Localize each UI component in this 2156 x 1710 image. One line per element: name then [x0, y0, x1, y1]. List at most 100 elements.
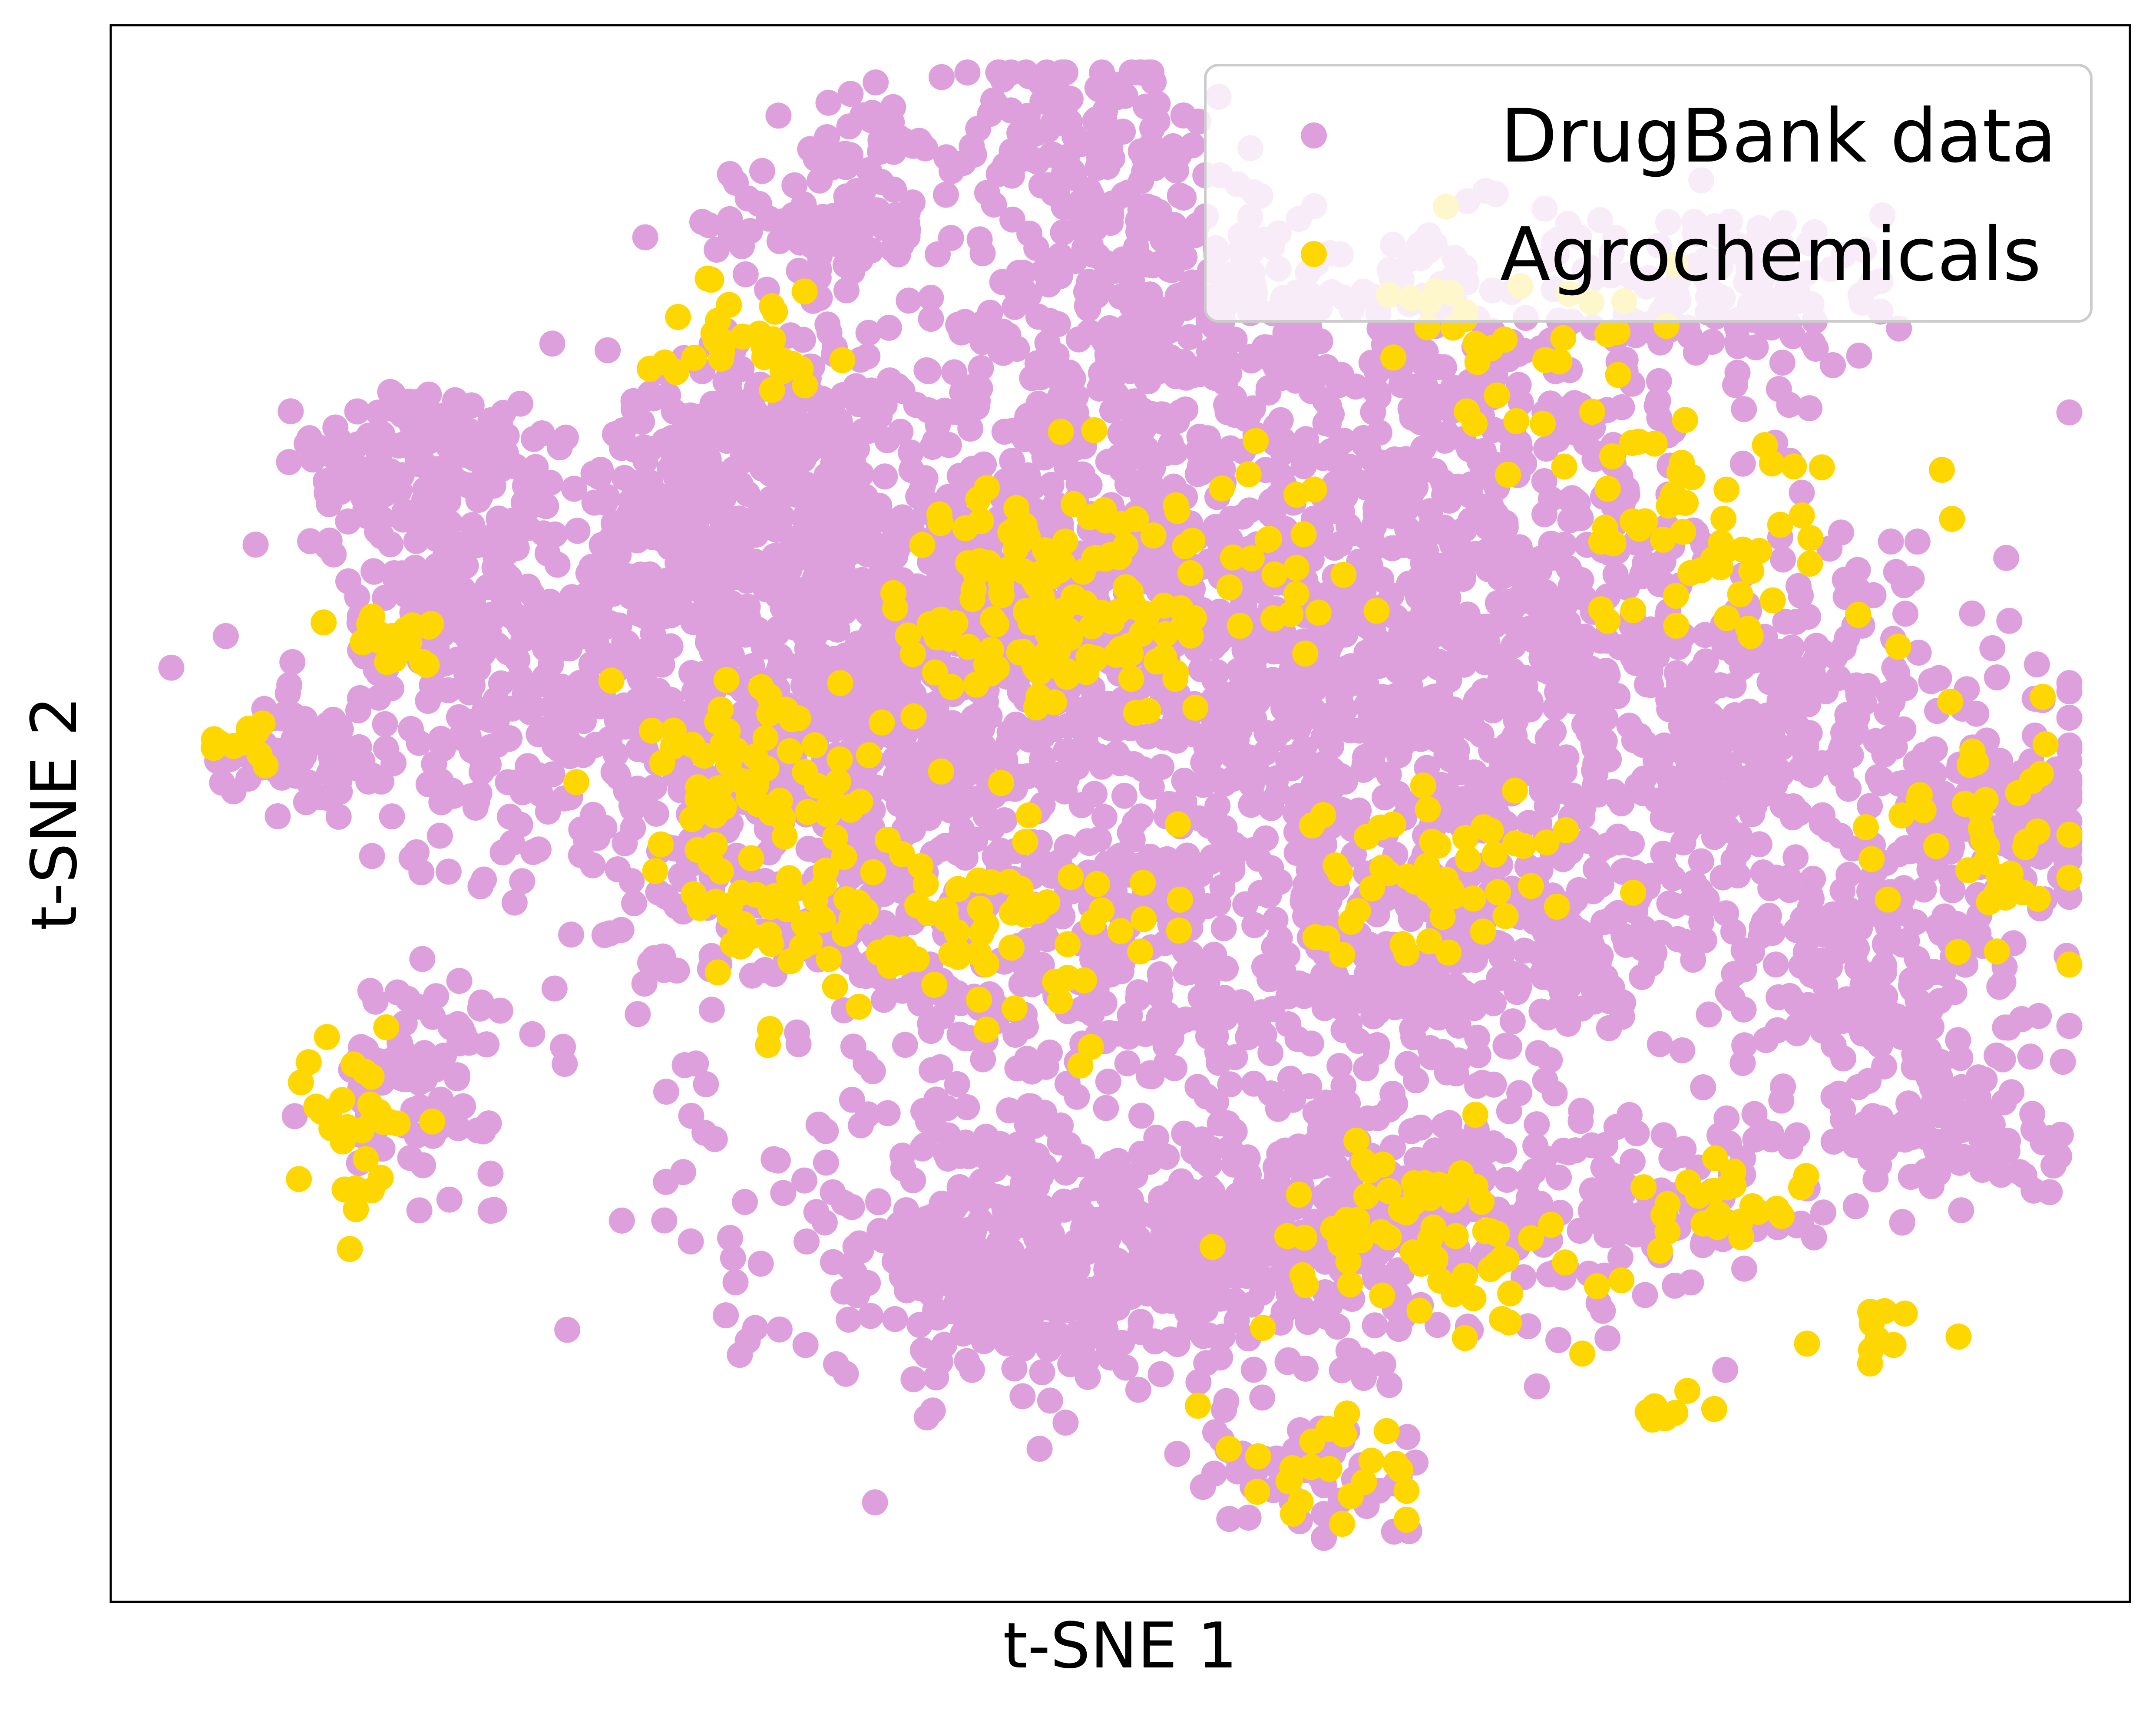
scatter-point [1891, 572, 1917, 598]
scatter-point [1111, 782, 1138, 809]
scatter-point [842, 693, 868, 719]
scatter-point [1020, 146, 1046, 173]
scatter-point [1193, 735, 1220, 761]
scatter-point [1210, 915, 1237, 941]
scatter-point [1394, 1051, 1421, 1077]
scatter-point [360, 558, 387, 584]
scatter-point [265, 803, 291, 829]
scatter-point [1857, 1145, 1884, 1172]
scatter-point [1213, 955, 1239, 982]
scatter-point [1691, 927, 1717, 954]
scatter-point [1828, 519, 1854, 546]
scatter-point [1364, 1105, 1391, 1131]
scatter-point [1835, 862, 1862, 888]
scatter-point [477, 1160, 504, 1187]
scatter-point [1293, 1355, 1319, 1382]
scatter-point [998, 97, 1024, 124]
scatter-point [1075, 1364, 1101, 1390]
scatter-point [1787, 723, 1813, 749]
scatter-point [1945, 1143, 1972, 1169]
scatter-point [384, 979, 411, 1006]
scatter-point [541, 975, 568, 1002]
scatter-point [1868, 770, 1894, 796]
scatter-point [1604, 683, 1631, 709]
scatter-point [1107, 420, 1134, 447]
scatter-point [657, 693, 683, 719]
scatter-point [1566, 421, 1593, 448]
scatter-point [495, 639, 521, 666]
scatter-point [1164, 1441, 1190, 1467]
scatter-point [620, 396, 647, 422]
scatter-point [335, 436, 361, 463]
scatter-point [552, 741, 579, 767]
scatter-point [1638, 672, 1664, 698]
scatter-point [833, 495, 860, 522]
scatter-point [2056, 678, 2083, 705]
scatter-point [1310, 1300, 1336, 1327]
scatter-point [831, 598, 858, 625]
scatter-point [2024, 651, 2050, 678]
scatter-point [1534, 726, 1561, 752]
scatter-point [460, 631, 486, 657]
scatter-point [1830, 720, 1856, 746]
scatter-point [372, 711, 398, 737]
scatter-point [982, 809, 1009, 836]
scatter-point [1524, 1373, 1550, 1400]
scatter-point [618, 868, 645, 895]
scatter-point [1776, 392, 1802, 418]
scatter-point [1173, 1006, 1199, 1033]
scatter-point [1669, 1037, 1696, 1063]
scatter-point [1702, 790, 1728, 816]
scatter-point [1696, 1001, 1722, 1028]
scatter-point [1086, 149, 1113, 175]
scatter-point [962, 826, 989, 853]
scatter-point [820, 450, 847, 477]
scatter-point [1158, 430, 1184, 457]
scatter-point [1059, 158, 1085, 184]
scatter-point [867, 392, 893, 418]
scatter-point [1697, 677, 1723, 703]
scatter-point [1769, 350, 1796, 376]
scatter-point [1319, 401, 1345, 427]
scatter-point [1725, 862, 1751, 889]
scatter-points [158, 59, 2083, 1551]
scatter-point [493, 561, 519, 588]
scatter-point [1803, 633, 1830, 659]
scatter-point [1720, 918, 1746, 945]
scatter-point [465, 1117, 491, 1144]
scatter-point [1784, 1020, 1810, 1046]
scatter-point [905, 578, 931, 604]
scatter-point [360, 763, 386, 789]
scatter-point [1872, 931, 1898, 957]
scatter-point [1607, 634, 1633, 660]
scatter-point [283, 763, 310, 789]
scatter-point [1243, 789, 1270, 815]
scatter-point [1905, 640, 1932, 666]
scatter-point [1071, 697, 1097, 724]
scatter-point [968, 355, 994, 381]
scatter-point [1656, 890, 1683, 917]
scatter-point [158, 654, 185, 681]
scatter-point [1104, 740, 1130, 767]
scatter-point [664, 957, 690, 984]
scatter-point [467, 873, 494, 900]
scatter-point [1214, 1110, 1241, 1136]
scatter-point [1114, 1050, 1141, 1076]
scatter-point [1177, 941, 1204, 967]
scatter-point [539, 330, 565, 357]
scatter-point [564, 518, 591, 544]
scatter-point [276, 672, 303, 698]
scatter-point [1993, 545, 2020, 571]
scatter-point [1210, 456, 1236, 482]
scatter-point [625, 1001, 651, 1027]
scatter-point [1805, 913, 1832, 939]
scatter-point [1699, 704, 1726, 730]
scatter-point [1846, 342, 1872, 369]
scatter-point [314, 533, 340, 560]
scatter-point [1769, 692, 1796, 718]
scatter-point [1643, 393, 1670, 419]
scatter-point [1053, 766, 1080, 792]
scatter-point [422, 510, 449, 537]
scatter-point [1302, 859, 1329, 885]
scatter-point [362, 988, 389, 1015]
